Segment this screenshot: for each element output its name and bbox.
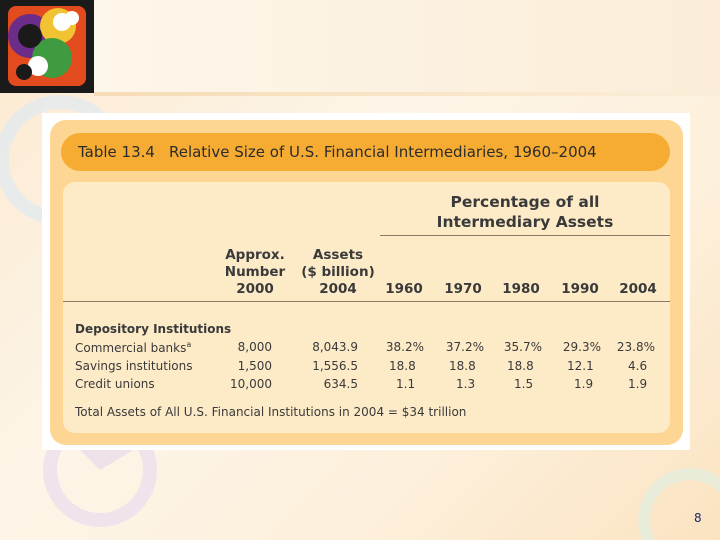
row-pct: 1.5 [514, 377, 534, 391]
row-number: 10,000 [230, 377, 272, 391]
table-title-bar [61, 133, 670, 171]
column-header-number-line3: 2000 [236, 281, 274, 297]
row-pct: 1.3 [456, 377, 476, 391]
table-title-text: Relative Size of U.S. Financial Intermed… [168, 143, 597, 161]
table-title: Table 13.4 Relative Size of U.S. Financia… [78, 143, 597, 161]
header-band [94, 0, 720, 93]
row-assets: 1,556.5 [312, 359, 358, 373]
column-header-year: 1990 [561, 281, 599, 297]
row-pct: 12.1 [567, 359, 594, 373]
row-label: Commercial banksa [75, 340, 191, 355]
column-header-assets: Assets ($ billion) 2004 [298, 247, 378, 298]
row-pct: 37.2% [445, 340, 484, 354]
percentage-header-line1: Percentage of all [450, 193, 600, 211]
row-pct: 35.7% [503, 340, 542, 354]
logo [0, 0, 94, 93]
column-header-number-line2: Number [224, 264, 286, 280]
column-header-assets-line3: 2004 [319, 281, 357, 297]
table-body [63, 182, 670, 433]
row-pct: 38.2% [385, 340, 424, 354]
row-pct: 29.3% [562, 340, 601, 354]
row-number: 8,000 [237, 340, 272, 354]
row-pct: 18.8 [507, 359, 534, 373]
column-header-year: 1980 [502, 281, 540, 297]
row-pct: 1.9 [574, 377, 594, 391]
header-divider [94, 92, 720, 96]
column-header-assets-line2: ($ billion) [301, 264, 375, 280]
row-pct: 1.9 [628, 377, 648, 391]
percentage-header-line2: Intermediary Assets [436, 213, 614, 231]
row-pct: 23.8% [616, 340, 655, 354]
table-number: Table 13.4 [78, 143, 155, 161]
row-pct: 1.1 [396, 377, 416, 391]
row-assets: 8,043.9 [312, 340, 358, 354]
column-header-number: Approx. Number 2000 [220, 247, 290, 298]
column-header-number-line1: Approx. [225, 247, 285, 263]
percentage-header: Percentage of all Intermediary Assets [380, 192, 670, 232]
page-number: 8 [694, 511, 702, 525]
row-assets: 634.5 [323, 377, 358, 391]
column-header-year: 1970 [444, 281, 482, 297]
row-label: Savings institutions [75, 359, 193, 373]
row-label-text: Commercial banks [75, 341, 187, 355]
column-header-assets-line1: Assets [312, 247, 364, 263]
column-header-year: 2004 [619, 281, 657, 297]
section-label: Depository Institutions [75, 322, 232, 336]
percentage-header-rule [380, 235, 670, 236]
row-footnote-marker: a [186, 340, 192, 349]
table-footer: Total Assets of All U.S. Financial Insti… [75, 405, 467, 419]
header-bottom-rule [63, 301, 670, 302]
row-pct: 4.6 [628, 359, 648, 373]
row-label: Credit unions [75, 377, 155, 391]
row-pct: 18.8 [389, 359, 416, 373]
circular-abstract-logo-icon [0, 0, 94, 93]
row-pct: 18.8 [449, 359, 476, 373]
column-header-year: 1960 [385, 281, 423, 297]
row-number: 1,500 [237, 359, 272, 373]
